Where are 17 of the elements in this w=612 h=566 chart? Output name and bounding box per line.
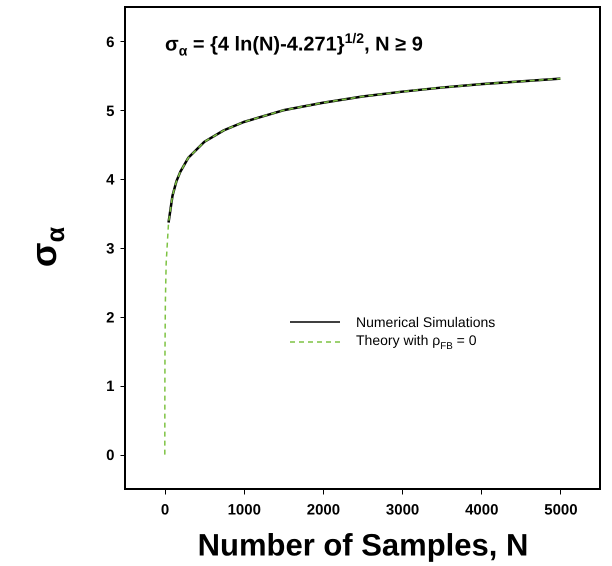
- x-tick-label: 0: [160, 502, 170, 518]
- legend-label: Numerical Simulations: [356, 314, 496, 330]
- legend-label: Theory with ρ$_{FB}$ = 0: [356, 332, 476, 352]
- y-tick-label: 4: [106, 172, 116, 189]
- x-tick-label: 3000: [386, 502, 420, 518]
- x-tick-label: 2000: [306, 502, 340, 518]
- y-tick-label: 6: [106, 34, 114, 51]
- y-tick-label: 0: [106, 447, 114, 464]
- y-tick-label: 1: [106, 378, 114, 396]
- x-tick-label: 5000: [544, 502, 578, 518]
- y-tick-label: 3: [106, 240, 114, 258]
- x-axis-title: Number of Samples, N: [198, 528, 528, 562]
- y-tick-label: 5: [106, 102, 114, 120]
- y-tick-label: 2: [106, 309, 114, 326]
- annotation: σ$_{α}$ = {4 ln(N)-4.271}$^{1/2}$, N ≥ 9: [165, 30, 423, 59]
- x-tick-label: 1000: [228, 502, 261, 518]
- x-tick-label: 4000: [465, 502, 498, 518]
